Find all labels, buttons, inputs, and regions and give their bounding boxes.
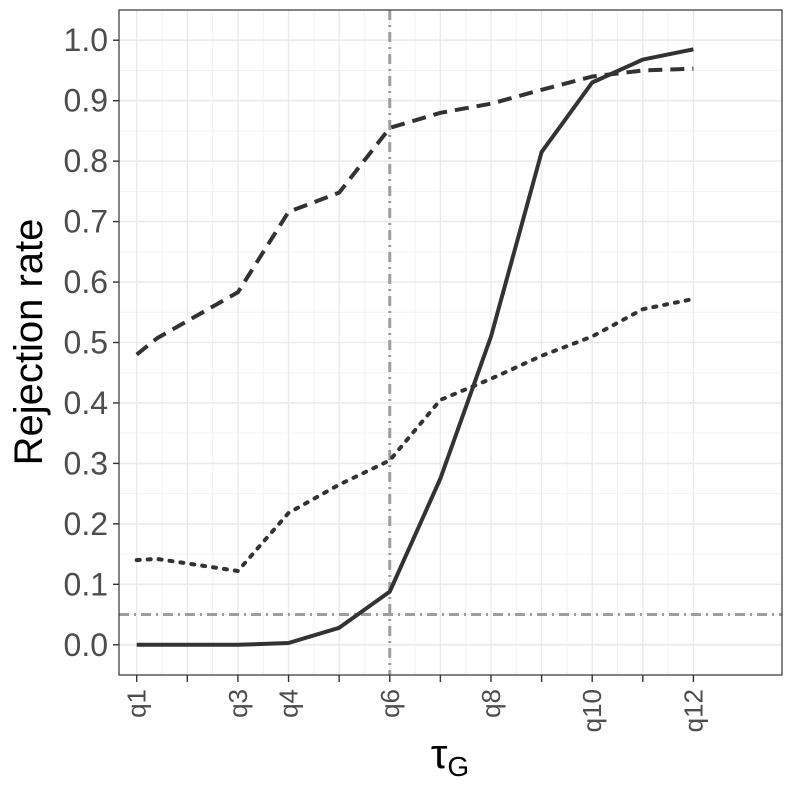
y-axis: 0.0 0.1 0.2 0.3 0.4 0.5 0.6 0.7 0.8 0.9 1.0	[64, 22, 119, 663]
y-tick-label: 0.8	[64, 143, 108, 179]
y-tick-label: 1.0	[64, 22, 108, 58]
reference-lines	[119, 10, 782, 675]
x-tick-label: q1	[122, 689, 152, 718]
x-axis-title-subscript: G	[447, 751, 469, 782]
major-gridlines	[119, 39, 782, 646]
y-axis-title: Rejection rate	[7, 219, 51, 466]
series-layer	[134, 47, 696, 647]
y-tick-label: 0.7	[64, 204, 108, 240]
x-tick-label: q8	[476, 689, 506, 718]
y-tick-label: 0.6	[64, 264, 108, 300]
y-tick-label: 0.3	[64, 445, 108, 481]
series-line-solid	[136, 47, 694, 647]
y-tick-label: 0.9	[64, 83, 108, 119]
x-axis: q1 q3 q4 q6 q8 q10 q12	[122, 675, 708, 732]
x-tick-label: q6	[375, 689, 405, 718]
x-axis-title: τG	[431, 730, 469, 782]
x-tick-label: q3	[223, 689, 253, 718]
y-tick-label: 0.1	[64, 566, 108, 602]
x-tick-label: q4	[274, 689, 304, 718]
y-tick-label: 0.0	[64, 627, 108, 663]
series-line-dashed	[135, 66, 694, 357]
y-tick-label: 0.4	[64, 385, 108, 421]
y-tick-label: 0.2	[64, 506, 108, 542]
series-line-dotted	[134, 297, 696, 573]
y-tick-label: 0.5	[64, 325, 108, 361]
x-axis-title-symbol: τ	[431, 730, 448, 777]
x-tick-label: q10	[577, 689, 607, 732]
x-tick-label: q12	[678, 689, 708, 732]
